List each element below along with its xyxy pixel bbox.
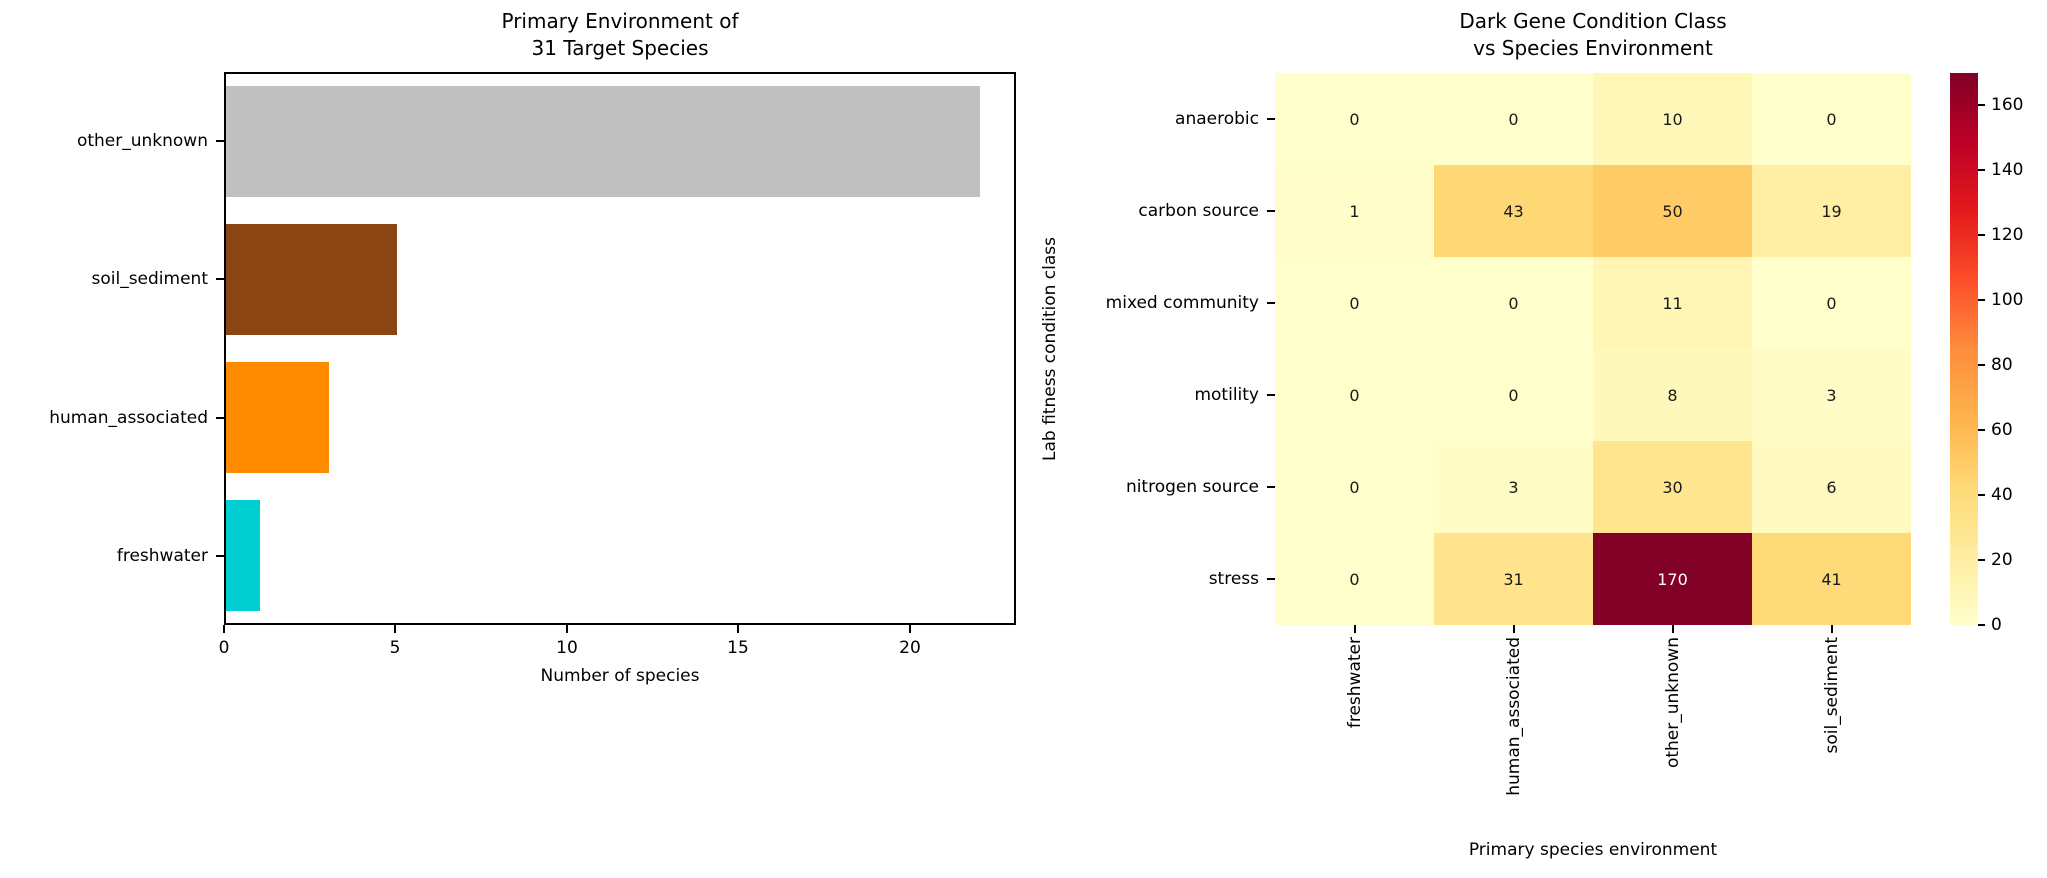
heatmap-y-tick-label: anaerobic — [1175, 109, 1259, 129]
heatmap-cell-nitrogen_source-freshwater: 0 — [1275, 441, 1434, 533]
bar-other_unknown — [226, 86, 980, 197]
x-tick-label: 10 — [556, 638, 578, 658]
colorbar-tick-mark — [1978, 624, 1985, 626]
heatmap-y-tick-label: carbon source — [1138, 201, 1259, 221]
heatmap-y-tick-label: motility — [1194, 385, 1259, 405]
heatmap-title: Dark Gene Condition Class vs Species Env… — [1459, 9, 1727, 60]
y-tick-mark — [216, 417, 224, 419]
heatmap-cell-stress-freshwater: 0 — [1275, 533, 1434, 625]
x-tick-mark — [737, 625, 739, 633]
colorbar-tick-mark — [1978, 234, 1985, 236]
colorbar-tick-mark — [1978, 364, 1985, 366]
bar-chart-xlabel: Number of species — [540, 666, 700, 686]
heatmap-x-tick-mark — [1831, 625, 1833, 633]
heatmap-cell-mixed_community-other_unknown: 11 — [1593, 257, 1752, 349]
heatmap-x-tick-mark — [1513, 625, 1515, 633]
heatmap-y-tick-label: mixed community — [1105, 293, 1259, 313]
x-tick-mark — [566, 625, 568, 633]
heatmap-cell-anaerobic-human_associated: 0 — [1434, 73, 1593, 165]
bar-human_associated — [226, 362, 329, 473]
y-tick-label: human_associated — [49, 408, 208, 428]
heatmap-cell-motility-soil_sediment: 3 — [1752, 349, 1911, 441]
heatmap-y-tick-mark — [1267, 302, 1275, 304]
heatmap-x-tick-mark — [1354, 625, 1356, 633]
colorbar-tick-mark — [1978, 494, 1985, 496]
bar-freshwater — [226, 500, 260, 611]
x-tick-label: 20 — [899, 638, 921, 658]
heatmap-cell-anaerobic-freshwater: 0 — [1275, 73, 1434, 165]
heatmap-cell-carbon_source-soil_sediment: 19 — [1752, 165, 1911, 257]
y-tick-label: freshwater — [116, 546, 208, 566]
colorbar — [1950, 73, 1978, 625]
heatmap-x-tick-label: human_associated — [1504, 637, 1524, 796]
heatmap-ylabel: Lab fitness condition class — [1040, 237, 1060, 462]
x-tick-label: 0 — [218, 638, 230, 658]
heatmap-y-tick-mark — [1267, 578, 1275, 580]
heatmap-cell-motility-human_associated: 0 — [1434, 349, 1593, 441]
heatmap-y-tick-mark — [1267, 394, 1275, 396]
heatmap-cell-nitrogen_source-other_unknown: 30 — [1593, 441, 1752, 533]
bar-soil_sediment — [226, 224, 397, 335]
y-tick-mark — [216, 555, 224, 557]
colorbar-tick-label: 40 — [1991, 485, 2013, 505]
heatmap-y-tick-mark — [1267, 486, 1275, 488]
heatmap-y-tick-mark — [1267, 118, 1275, 120]
colorbar-tick-label: 100 — [1991, 290, 2024, 310]
heatmap-cell-anaerobic-other_unknown: 10 — [1593, 73, 1752, 165]
heatmap-cell-motility-other_unknown: 8 — [1593, 349, 1752, 441]
colorbar-tick-label: 120 — [1991, 225, 2024, 245]
colorbar-tick-mark — [1978, 429, 1985, 431]
heatmap-cell-stress-soil_sediment: 41 — [1752, 533, 1911, 625]
heatmap-cell-carbon_source-human_associated: 43 — [1434, 165, 1593, 257]
heatmap-y-tick-label: stress — [1208, 569, 1259, 589]
colorbar-tick-label: 140 — [1991, 160, 2024, 180]
heatmap-x-tick-mark — [1672, 625, 1674, 633]
x-tick-label: 15 — [727, 638, 749, 658]
heatmap-cell-mixed_community-human_associated: 0 — [1434, 257, 1593, 349]
heatmap-cell-nitrogen_source-soil_sediment: 6 — [1752, 441, 1911, 533]
bar-chart-axes — [224, 72, 1016, 625]
colorbar-tick-mark — [1978, 169, 1985, 171]
colorbar-tick-mark — [1978, 559, 1985, 561]
colorbar-tick-mark — [1978, 104, 1985, 106]
y-tick-label: soil_sediment — [91, 269, 209, 289]
colorbar-tick-label: 0 — [1991, 615, 2002, 635]
heatmap-xlabel: Primary species environment — [1468, 840, 1718, 860]
heatmap-cell-nitrogen_source-human_associated: 3 — [1434, 441, 1593, 533]
heatmap-cell-mixed_community-freshwater: 0 — [1275, 257, 1434, 349]
colorbar-tick-label: 160 — [1991, 95, 2024, 115]
heatmap-cell-carbon_source-other_unknown: 50 — [1593, 165, 1752, 257]
heatmap-x-tick-label: other_unknown — [1663, 637, 1683, 769]
x-tick-mark — [909, 625, 911, 633]
heatmap-cell-motility-freshwater: 0 — [1275, 349, 1434, 441]
heatmap-y-tick-mark — [1267, 210, 1275, 212]
colorbar-tick-label: 80 — [1991, 355, 2013, 375]
colorbar-tick-mark — [1978, 299, 1985, 301]
heatmap-cell-mixed_community-soil_sediment: 0 — [1752, 257, 1911, 349]
heatmap-cell-stress-human_associated: 31 — [1434, 533, 1593, 625]
x-tick-mark — [394, 625, 396, 633]
colorbar-tick-label: 60 — [1991, 420, 2013, 440]
colorbar-tick-label: 20 — [1991, 550, 2013, 570]
y-tick-label: other_unknown — [76, 131, 208, 151]
heatmap-cell-carbon_source-freshwater: 1 — [1275, 165, 1434, 257]
heatmap-cell-anaerobic-soil_sediment: 0 — [1752, 73, 1911, 165]
x-tick-label: 5 — [389, 638, 401, 658]
bar-chart-title: Primary Environment of 31 Target Species — [501, 9, 739, 60]
y-tick-mark — [216, 278, 224, 280]
y-tick-mark — [216, 140, 224, 142]
heatmap-x-tick-label: freshwater — [1345, 637, 1365, 729]
heatmap-y-tick-label: nitrogen source — [1125, 477, 1259, 497]
x-tick-mark — [223, 625, 225, 633]
heatmap-x-tick-label: soil_sediment — [1822, 637, 1842, 754]
heatmap-cell-stress-other_unknown: 170 — [1593, 533, 1752, 625]
